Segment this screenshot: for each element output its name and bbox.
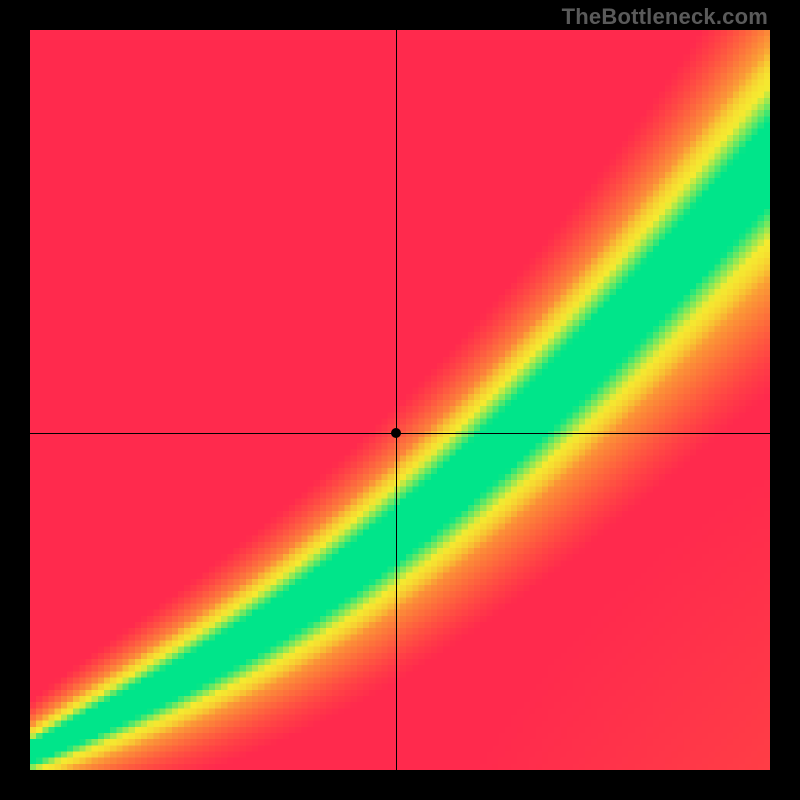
watermark-text: TheBottleneck.com [562, 4, 768, 30]
selection-marker [391, 428, 401, 438]
bottleneck-heatmap [30, 30, 770, 770]
plot-area [30, 30, 770, 770]
crosshair-vertical [396, 30, 397, 770]
